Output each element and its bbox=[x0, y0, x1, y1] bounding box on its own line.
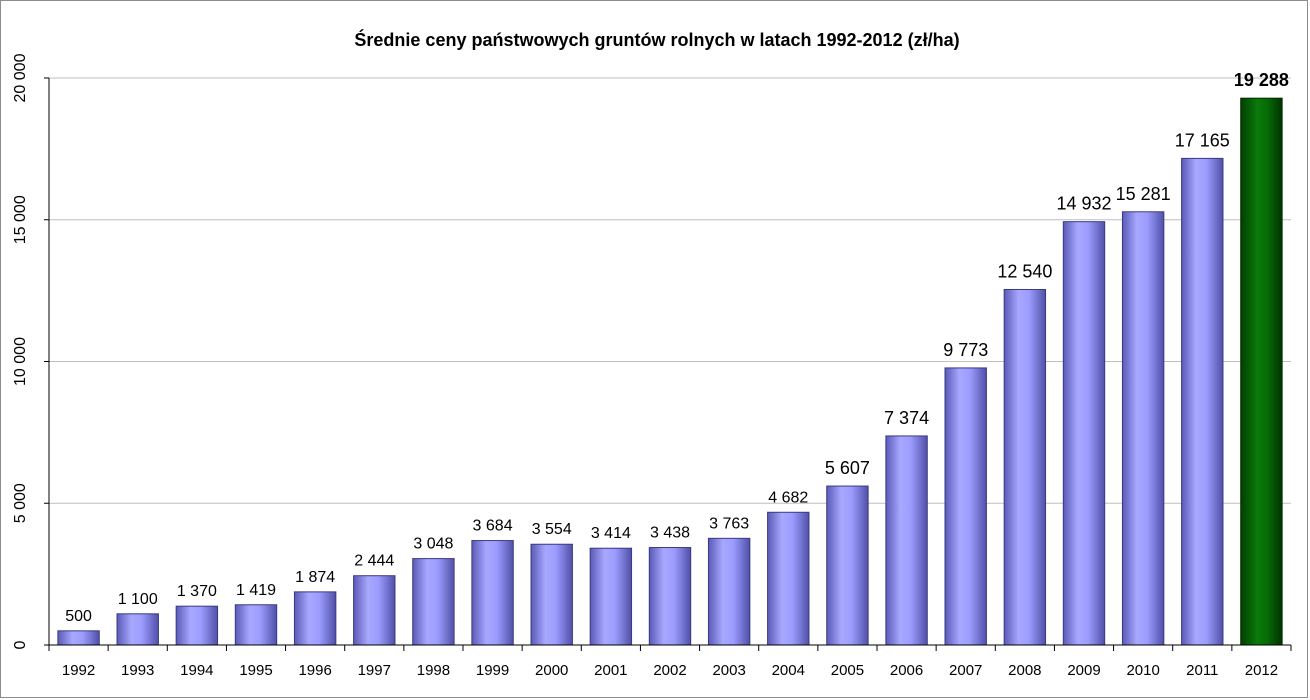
x-tick-label: 2009 bbox=[1067, 662, 1100, 679]
bar-2003 bbox=[707, 537, 751, 646]
data-label: 17 165 bbox=[1175, 130, 1230, 150]
x-tick-label: 1999 bbox=[476, 662, 509, 679]
x-tick-label: 2003 bbox=[712, 662, 745, 679]
bar-1995 bbox=[234, 604, 278, 646]
x-tick-label: 1994 bbox=[180, 662, 213, 679]
x-tick-label: 2008 bbox=[1008, 662, 1041, 679]
data-label: 3 554 bbox=[532, 521, 572, 538]
y-tick-label: 20 000 bbox=[12, 53, 29, 102]
y-tick-label: 0 bbox=[12, 640, 29, 649]
x-tick-label: 2011 bbox=[1186, 662, 1218, 679]
data-label: 15 281 bbox=[1116, 184, 1171, 204]
x-tick-label: 2004 bbox=[772, 662, 805, 679]
bar-2005 bbox=[826, 485, 869, 646]
data-label: 1 419 bbox=[236, 582, 276, 599]
data-label: 12 540 bbox=[997, 261, 1052, 281]
data-label: 500 bbox=[65, 608, 92, 625]
bar-1996 bbox=[293, 591, 337, 646]
bars bbox=[57, 97, 1283, 646]
y-tick-label: 15 000 bbox=[12, 195, 29, 244]
bar-1998 bbox=[412, 558, 455, 646]
data-label: 5 607 bbox=[825, 458, 870, 478]
x-tick-label: 2001 bbox=[594, 662, 627, 679]
x-tick-label: 2006 bbox=[890, 662, 923, 679]
data-label: 3 763 bbox=[709, 515, 749, 532]
x-tick-label: 2012 bbox=[1245, 662, 1278, 679]
data-label: 3 684 bbox=[473, 518, 513, 535]
data-label: 7 374 bbox=[884, 408, 929, 428]
data-label: 3 048 bbox=[413, 536, 453, 553]
data-label: 1 874 bbox=[295, 569, 335, 586]
bar-1999 bbox=[471, 540, 514, 646]
data-label: 19 288 bbox=[1234, 70, 1289, 90]
axes bbox=[44, 77, 1292, 651]
bar-2001 bbox=[589, 547, 633, 646]
x-tick-label: 2007 bbox=[949, 662, 982, 679]
bar-1993 bbox=[116, 613, 159, 646]
data-label: 4 682 bbox=[768, 489, 808, 506]
x-tick-label: 1995 bbox=[239, 662, 272, 679]
bar-1992 bbox=[57, 630, 100, 646]
bar-1997 bbox=[353, 575, 396, 646]
data-label: 1 100 bbox=[118, 591, 158, 608]
data-label: 14 932 bbox=[1056, 194, 1111, 214]
chart-title: Średnie ceny państwowych gruntów rolnych… bbox=[354, 29, 959, 50]
bar-2010 bbox=[1121, 211, 1165, 646]
x-tick-label: 1993 bbox=[121, 662, 154, 679]
x-tick-label: 1996 bbox=[298, 662, 331, 679]
x-tick-label: 2000 bbox=[535, 662, 568, 679]
bar-2000 bbox=[530, 543, 573, 646]
y-tick-label: 5 000 bbox=[12, 483, 29, 523]
data-label: 3 438 bbox=[650, 525, 690, 542]
bar-2012 bbox=[1240, 97, 1283, 646]
x-tick-label: 2010 bbox=[1126, 662, 1159, 679]
bar-2006 bbox=[885, 435, 928, 646]
bar-1994 bbox=[175, 605, 219, 646]
data-label: 1 370 bbox=[177, 583, 217, 600]
bar-2011 bbox=[1181, 157, 1224, 646]
x-tick-label: 2002 bbox=[653, 662, 686, 679]
x-tick-label: 1992 bbox=[62, 662, 95, 679]
x-tick-label: 2005 bbox=[831, 662, 864, 679]
y-tick-label: 10 000 bbox=[12, 337, 29, 386]
bar-2008 bbox=[1003, 288, 1047, 646]
bar-2002 bbox=[648, 547, 692, 646]
data-label: 3 414 bbox=[591, 525, 631, 542]
x-tick-label: 1998 bbox=[417, 662, 450, 679]
labels: 0 5 000 10 000 15 000 20 000 500 1992 1 100 1993… bbox=[12, 53, 1289, 679]
data-label: 2 444 bbox=[354, 553, 394, 570]
bar-2009 bbox=[1062, 221, 1106, 646]
data-label: 9 773 bbox=[943, 340, 988, 360]
bar-2004 bbox=[767, 511, 810, 646]
bar-2007 bbox=[944, 367, 987, 646]
x-tick-label: 1997 bbox=[358, 662, 391, 679]
